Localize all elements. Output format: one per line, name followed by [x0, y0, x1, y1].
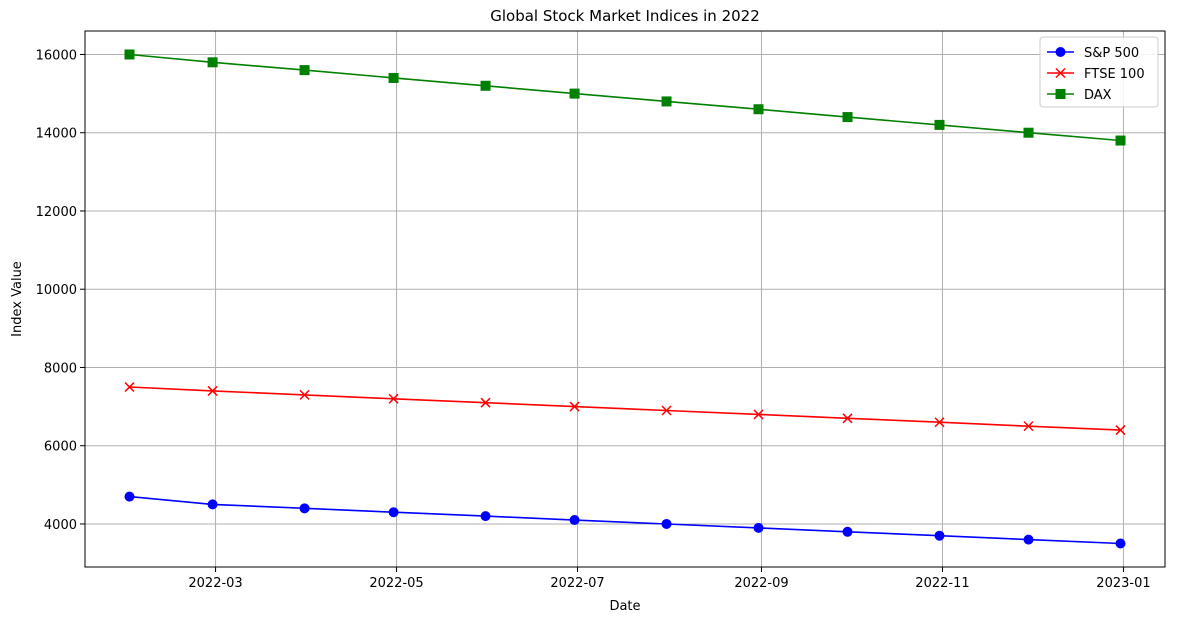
series-line-ftse-100: [129, 386, 1121, 431]
legend-item: DAX: [1047, 88, 1112, 103]
series-dax: [124, 49, 1126, 146]
data-point-s-p-500: [124, 491, 135, 502]
data-point-s-p-500: [388, 507, 399, 518]
data-point-ftse-100: [207, 385, 218, 396]
y-axis-ticks: 4000 6000 8000 10000 12000 14000 16000: [36, 48, 85, 533]
data-point-s-p-500: [661, 518, 672, 529]
data-point-dax: [124, 49, 135, 60]
legend: S&P 500 FTSE 100 DAX: [1039, 36, 1159, 108]
data-point-ftse-100: [661, 405, 672, 416]
legend-box: [1039, 36, 1159, 108]
data-point-ftse-100: [753, 409, 764, 420]
grid-lines: [85, 31, 1165, 567]
data-point-ftse-100: [1115, 425, 1126, 436]
chart-title: Global Stock Market Indices in 2022: [490, 7, 760, 25]
data-point-dax: [388, 72, 399, 83]
series-ftse-100: [124, 381, 1126, 436]
data-point-s-p-500: [934, 530, 945, 541]
data-point-s-p-500: [569, 515, 580, 526]
x-tick-label: 2022-07: [550, 576, 604, 591]
data-point-s-p-500: [1023, 534, 1034, 545]
x-tick-label: 2022-03: [188, 576, 242, 591]
legend-marker: [1055, 89, 1066, 99]
y-tick-label: 6000: [44, 440, 77, 455]
data-point-s-p-500: [753, 522, 764, 533]
data-point-s-p-500: [299, 503, 310, 514]
legend-item: FTSE 100: [1047, 67, 1145, 82]
data-point-ftse-100: [934, 417, 945, 428]
x-tick-label: 2023-01: [1096, 576, 1150, 591]
data-point-ftse-100: [299, 389, 310, 400]
data-point-ftse-100: [124, 381, 135, 393]
data-point-s-p-500: [1115, 538, 1126, 549]
data-point-s-p-500: [480, 511, 491, 522]
series-line-dax: [129, 53, 1121, 142]
data-point-ftse-100: [480, 397, 491, 408]
legend-item: S&P 500: [1047, 46, 1139, 61]
data-point-dax: [1115, 135, 1126, 146]
legend-label: FTSE 100: [1084, 67, 1145, 82]
y-tick-label: 16000: [36, 48, 77, 63]
y-tick-label: 12000: [36, 205, 77, 220]
plot-frame: [84, 30, 1166, 568]
data-point-dax: [753, 104, 764, 115]
y-tick-label: 8000: [44, 361, 77, 376]
series-line-s-p-500: [129, 495, 1121, 545]
y-tick-label: 14000: [36, 127, 77, 142]
data-point-dax: [299, 65, 310, 76]
data-point-ftse-100: [569, 401, 580, 412]
x-tick-label: 2022-11: [915, 576, 969, 591]
legend-marker: [1055, 67, 1066, 79]
data-point-s-p-500: [842, 526, 853, 537]
x-axis-label: Date: [609, 599, 640, 614]
y-axis-label: Index Value: [10, 261, 25, 337]
x-tick-label: 2022-09: [734, 576, 788, 591]
data-point-dax: [842, 112, 853, 123]
data-point-ftse-100: [842, 413, 853, 424]
legend-label: DAX: [1084, 88, 1112, 103]
series-layer: [124, 49, 1126, 549]
data-point-dax: [661, 96, 672, 107]
legend-marker: [1055, 47, 1066, 57]
data-point-dax: [569, 88, 580, 99]
data-point-ftse-100: [388, 393, 399, 404]
y-tick-label: 10000: [36, 283, 77, 298]
x-tick-label: 2022-05: [369, 576, 423, 591]
data-point-dax: [934, 119, 945, 130]
data-point-ftse-100: [1023, 421, 1034, 432]
data-point-dax: [1023, 127, 1034, 138]
y-tick-label: 4000: [44, 518, 77, 533]
series-s-p-500: [124, 491, 1126, 549]
data-point-dax: [480, 80, 491, 91]
legend-label: S&P 500: [1084, 46, 1139, 61]
data-point-s-p-500: [207, 499, 218, 510]
x-axis-ticks: 2022-03 2022-05 2022-07 2022-09 2022-11 2023-…: [188, 567, 1151, 591]
data-point-dax: [207, 57, 218, 68]
